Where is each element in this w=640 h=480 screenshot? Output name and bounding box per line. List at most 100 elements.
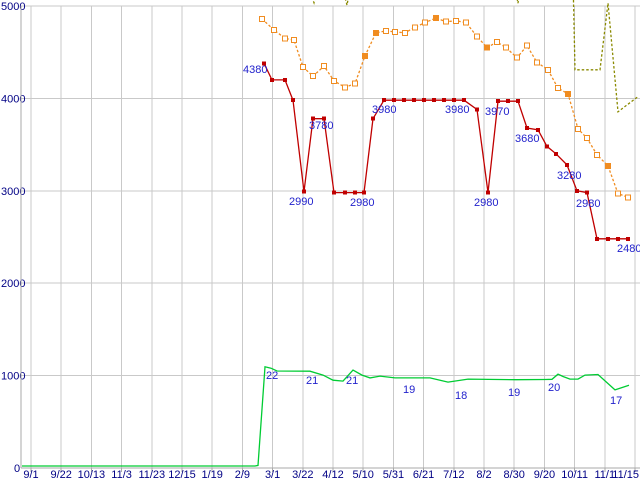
orange-dashed-squares-line-marker (484, 44, 490, 51)
red-solid-squares-line-marker (554, 151, 558, 156)
orange-dashed-squares-line-marker (271, 27, 277, 34)
orange-dashed-squares-line-marker (352, 80, 358, 87)
point-label: 19 (403, 384, 415, 396)
orange-dashed-squares-line-marker (362, 52, 368, 59)
red-solid-squares-line-marker (291, 98, 295, 103)
x-axis-label: 5/31 (383, 469, 404, 480)
x-axis-label: 10/13 (78, 469, 106, 480)
orange-dashed-squares-line-marker (605, 162, 611, 169)
red-solid-squares-line-marker (343, 190, 347, 195)
orange-dashed-squares-line-marker (422, 19, 428, 26)
point-label: 2990 (289, 196, 313, 208)
red-solid-squares-line-marker (432, 98, 436, 103)
red-solid-squares-line-marker (442, 98, 446, 103)
x-axis-label: 2/9 (235, 469, 250, 480)
y-axis-label: 5000 (1, 1, 25, 13)
point-label: 18 (455, 390, 467, 402)
x-axis-label: 11/3 (111, 469, 132, 480)
point-label: 3680 (515, 133, 539, 145)
red-solid-squares-line-marker (362, 190, 366, 195)
red-solid-squares-line-marker (606, 236, 610, 241)
red-solid-squares-line-marker (371, 116, 375, 121)
red-solid-squares-line-marker (412, 98, 416, 103)
point-label: 22 (266, 370, 278, 382)
point-label: 17 (610, 395, 622, 407)
orange-dashed-squares-line-marker (373, 29, 379, 36)
orange-dashed-squares-line-marker (463, 19, 469, 26)
red-solid-squares-line-marker (575, 188, 579, 193)
orange-dashed-squares-line-marker (300, 63, 306, 70)
x-axis-label: 12/15 (168, 469, 196, 480)
red-solid-squares-line-marker (382, 98, 386, 103)
x-axis-label: 4/12 (322, 469, 343, 480)
orange-dashed-squares-line-marker (443, 18, 449, 25)
point-label: 20 (548, 382, 560, 394)
orange-dashed-squares-line-marker (503, 44, 509, 51)
orange-dashed-squares-line-marker (331, 77, 337, 84)
orange-dashed-squares-line-marker (514, 54, 520, 61)
red-solid-squares-line-marker (585, 190, 589, 195)
orange-dashed-squares-line-marker (383, 27, 389, 34)
orange-dashed-squares-line-marker (625, 194, 631, 201)
orange-dashed-squares-line-marker (545, 66, 551, 73)
x-axis-label: 5/10 (352, 469, 373, 480)
orange-dashed-squares-line-marker (282, 35, 288, 42)
orange-dashed-squares-line-marker (594, 151, 600, 158)
x-axis-label: 10/11 (561, 469, 588, 480)
red-solid-squares-line-marker (506, 99, 510, 104)
point-label: 3780 (309, 120, 333, 132)
red-solid-squares-line-marker (422, 98, 426, 103)
orange-dashed-squares-line-marker (494, 39, 500, 46)
x-axis-label: 9/20 (534, 469, 555, 480)
orange-dashed-squares-line-marker (575, 125, 581, 132)
orange-dashed-squares-line-marker (615, 190, 621, 197)
orange-dashed-squares-line-marker (555, 85, 561, 92)
orange-dashed-squares-line-marker (310, 73, 316, 80)
red-solid-squares-line-marker (270, 77, 274, 82)
x-axis-label: 7/12 (443, 469, 464, 480)
orange-dashed-squares-line-marker (259, 15, 265, 22)
red-solid-squares-line-marker (475, 107, 479, 112)
green-solid-line (22, 365, 630, 467)
red-solid-squares-line-marker (322, 116, 326, 121)
red-solid-squares-line-marker (536, 127, 540, 132)
red-solid-squares-line-marker (545, 144, 549, 149)
orange-dashed-squares-line-marker (584, 135, 590, 142)
point-label: 19 (508, 387, 520, 399)
red-solid-squares-line-marker (616, 236, 620, 241)
x-axis-label: 9/22 (50, 469, 71, 480)
x-axis-label: 8/30 (503, 469, 524, 480)
red-solid-squares-line-marker (452, 98, 456, 103)
orange-dashed-squares-line-marker (524, 42, 530, 49)
red-solid-squares-line-marker (262, 61, 266, 66)
x-axis-label: 1/19 (201, 469, 222, 480)
point-label: 3980 (372, 104, 396, 116)
point-label: 2980 (576, 198, 600, 210)
point-label: 3970 (485, 106, 509, 118)
point-label: 2480 (617, 243, 640, 255)
red-solid-squares-line-marker (626, 236, 630, 241)
point-label: 3280 (557, 170, 581, 182)
orange-dashed-squares-line-marker (565, 90, 571, 97)
point-label: 21 (306, 375, 318, 387)
y-axis-label: 2000 (1, 278, 25, 290)
x-axis-label: 3/1 (265, 469, 280, 480)
y-axis-label: 0 (14, 463, 20, 475)
x-axis-label: 6/21 (413, 469, 434, 480)
orange-dashed-squares-line-marker (291, 37, 297, 44)
orange-dashed-squares-line-marker (534, 59, 540, 66)
x-axis-label: 11/1 (595, 469, 616, 480)
red-solid-squares-line-marker (332, 190, 336, 195)
orange-dashed-squares-line-marker (402, 29, 408, 36)
red-solid-squares-line-marker (302, 189, 306, 194)
red-solid-squares-line-marker (311, 116, 315, 121)
point-label: 21 (346, 375, 358, 387)
x-axis-label: 9/1 (23, 469, 38, 480)
olive-dashed-line (312, 0, 639, 114)
red-solid-squares-line-marker (516, 99, 520, 104)
y-axis-label: 3000 (1, 186, 25, 198)
red-solid-squares-line-marker (392, 98, 396, 103)
point-label: 2980 (350, 197, 374, 209)
